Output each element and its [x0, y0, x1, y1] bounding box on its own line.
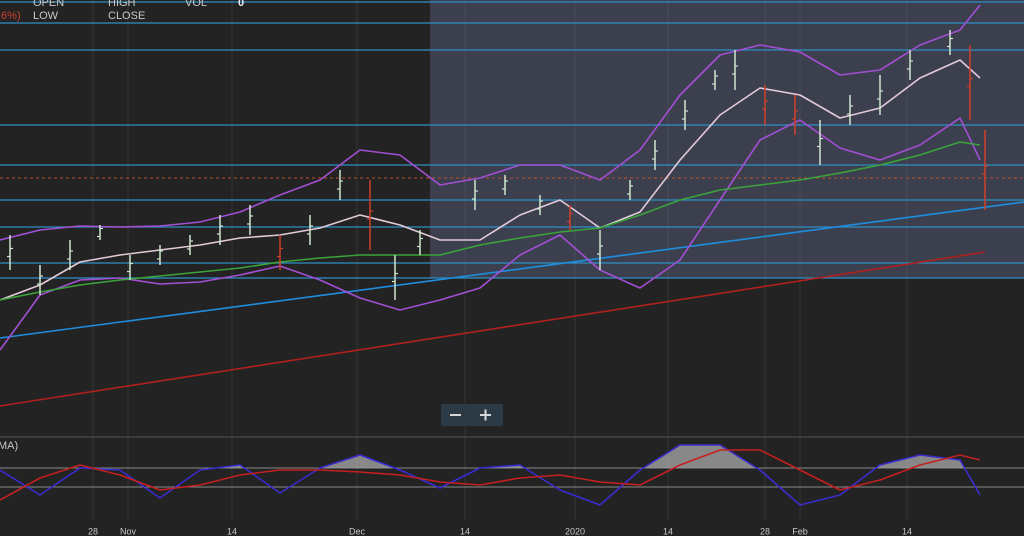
price-bar	[567, 205, 573, 230]
price-bar	[367, 180, 373, 250]
open-label: OPEN	[33, 0, 64, 9]
vol-value: 0	[238, 0, 244, 9]
price-bar	[337, 170, 343, 200]
price-bar	[712, 70, 718, 90]
price-bar	[732, 50, 738, 90]
x-tick-label: 28	[760, 526, 770, 536]
price-bar	[982, 130, 988, 210]
x-tick-label: Dec	[349, 526, 366, 536]
zoom-in-button[interactable]	[474, 406, 500, 424]
vol-label: VOL	[185, 0, 207, 9]
zoom-out-button[interactable]	[443, 406, 469, 424]
x-tick-label: Feb	[792, 526, 808, 536]
zoom-controls	[441, 404, 503, 426]
price-bar	[127, 255, 133, 280]
price-bar	[792, 95, 798, 135]
price-bar	[392, 255, 398, 300]
price-bar	[502, 175, 508, 195]
main-layer	[0, 1, 1024, 407]
price-bar	[472, 180, 478, 210]
price-bar	[537, 195, 543, 215]
indicator-line	[0, 141, 981, 301]
price-bar	[947, 30, 953, 55]
axis-layer: 28 Nov 14 Dec 14 2020 14 28 Feb 14	[88, 526, 912, 536]
price-bar	[762, 85, 768, 125]
indicator-line	[0, 4, 981, 241]
price-bar	[37, 265, 43, 295]
x-tick-label: 28	[88, 526, 98, 536]
price-bar	[817, 120, 823, 165]
price-bar	[187, 235, 193, 255]
price-bar	[277, 235, 283, 270]
price-bar	[157, 245, 163, 265]
price-bar	[7, 235, 13, 270]
price-bar	[967, 45, 973, 120]
trend-line	[0, 251, 986, 407]
change-label: .6%)	[0, 10, 21, 22]
price-bar	[417, 230, 423, 255]
high-label: HIGH	[108, 0, 136, 9]
price-bar	[247, 205, 253, 235]
price-bar	[307, 215, 313, 245]
low-label: LOW	[33, 10, 59, 22]
price-bar	[217, 215, 223, 245]
price-bar	[907, 50, 913, 80]
x-tick-label: Nov	[120, 526, 137, 536]
header: OPEN HIGH VOL 0 .6%) LOW CLOSE	[0, 0, 244, 22]
indicator-line	[0, 59, 981, 301]
price-bar	[652, 140, 658, 170]
price-bar	[627, 180, 633, 200]
price-bar	[97, 225, 103, 240]
x-tick-label: 2020	[565, 526, 585, 536]
price-bar	[682, 100, 688, 130]
close-label: CLOSE	[108, 10, 145, 22]
oscillator-line	[0, 449, 981, 501]
price-bar	[67, 240, 73, 270]
oscillator-layer	[0, 444, 1024, 506]
x-tick-label: 14	[663, 526, 673, 536]
trend-line	[0, 201, 1024, 339]
oscillator-fill	[0, 445, 980, 468]
oscillator-line	[0, 444, 981, 506]
x-tick-label: 14	[460, 526, 470, 536]
price-bar	[597, 230, 603, 270]
x-tick-label: 14	[902, 526, 912, 536]
oscillator-label: MA)	[0, 440, 18, 452]
price-bar	[877, 75, 883, 115]
indicator-line	[0, 117, 981, 351]
highlight-zone	[430, 0, 1024, 278]
price-bar	[847, 95, 853, 125]
x-tick-label: 14	[227, 526, 237, 536]
